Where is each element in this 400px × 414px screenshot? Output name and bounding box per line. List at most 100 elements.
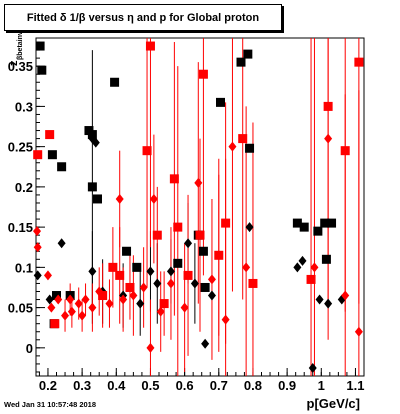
- x-tick-label: 1.1: [346, 378, 364, 393]
- data-point-diamond: [190, 278, 199, 289]
- data-point-square: [248, 278, 258, 288]
- data-point-square: [321, 254, 331, 264]
- data-point-diamond: [207, 274, 216, 285]
- x-tick-label: 0.3: [73, 378, 91, 393]
- data-point-square: [198, 246, 208, 256]
- data-markers: [33, 41, 364, 373]
- y-tick-label: 0.3: [15, 99, 33, 114]
- y-axis-sublabel: βbetainv: [17, 31, 24, 60]
- timestamp-footer: Wed Jan 31 10:57:48 2018: [4, 400, 97, 409]
- data-point-diamond: [95, 286, 104, 297]
- chart-title: Fitted δ 1/β versus η and p for Global p…: [4, 4, 282, 31]
- data-point-diamond: [54, 294, 63, 305]
- data-point-square: [299, 222, 309, 232]
- data-point-diamond: [67, 306, 76, 317]
- y-tick-label: 0.35: [8, 59, 33, 74]
- data-point-square: [173, 258, 183, 268]
- data-point-diamond: [156, 306, 165, 317]
- data-point-square: [183, 270, 193, 280]
- y-tick-label: 0.2: [15, 180, 33, 195]
- data-point-square: [238, 134, 248, 144]
- data-point-diamond: [310, 262, 319, 273]
- data-point-square: [132, 262, 142, 272]
- y-axis-ticks: 0 0.05 0.1 0.15 0.2 0.25 0.3 0.35: [8, 41, 45, 373]
- y-tick-label: 0.15: [8, 220, 33, 235]
- data-point-diamond: [45, 294, 54, 305]
- y-tick-label: 0.25: [8, 140, 33, 155]
- data-point-square: [122, 246, 132, 256]
- x-tick-label: 1: [318, 378, 325, 393]
- data-point-diamond: [146, 266, 155, 277]
- data-point-square: [340, 146, 350, 156]
- data-point-square: [313, 226, 323, 236]
- plot-frame: [35, 37, 365, 377]
- y-axis-label: z: [8, 60, 20, 67]
- x-tick-label: 0.4: [107, 378, 126, 393]
- x-tick-label: 0.8: [244, 378, 262, 393]
- data-point-diamond: [221, 314, 230, 325]
- data-point-square: [98, 291, 108, 301]
- data-point-diamond: [105, 298, 114, 309]
- data-point-square: [35, 41, 45, 51]
- data-point-diamond: [324, 298, 333, 309]
- data-point-square: [108, 262, 118, 272]
- x-axis-label: p[GeV/c]: [306, 396, 360, 411]
- data-point-square: [236, 57, 246, 67]
- data-point-diamond: [139, 282, 148, 293]
- data-point-diamond: [354, 326, 363, 337]
- data-point-diamond: [47, 302, 56, 313]
- data-point-diamond: [136, 298, 145, 309]
- data-point-square: [320, 218, 330, 228]
- data-point-square: [33, 150, 43, 160]
- x-tick-label: 0.2: [39, 378, 57, 393]
- data-point-square: [115, 270, 125, 280]
- data-point-diamond: [207, 290, 216, 301]
- data-point-diamond: [91, 137, 100, 148]
- data-point-square: [169, 174, 179, 184]
- y-tick-label: 0.05: [8, 301, 33, 316]
- data-point-diamond: [149, 193, 158, 204]
- error-bars: [64, 38, 360, 376]
- data-point-square: [245, 143, 255, 153]
- data-point-square: [216, 97, 225, 107]
- data-point-square: [327, 218, 337, 228]
- data-point-square: [93, 194, 102, 204]
- data-point-square: [37, 65, 47, 75]
- data-point-diamond: [146, 342, 155, 353]
- data-point-square: [145, 41, 155, 51]
- data-point-diamond: [119, 294, 128, 305]
- data-point-diamond: [166, 266, 175, 277]
- data-point-diamond: [88, 181, 97, 192]
- data-point-diamond: [341, 290, 350, 301]
- data-point-square: [306, 274, 316, 284]
- data-point-diamond: [166, 278, 175, 289]
- data-point-diamond: [33, 226, 42, 237]
- data-point-diamond: [115, 193, 124, 204]
- data-point-diamond: [315, 294, 324, 305]
- y-tick-label: 0: [26, 341, 33, 356]
- data-point-diamond: [214, 250, 223, 261]
- data-point-square: [173, 222, 183, 232]
- data-point-square: [52, 291, 61, 301]
- data-point-diamond: [184, 238, 193, 249]
- data-point-square: [50, 319, 60, 329]
- data-point-diamond: [298, 255, 307, 266]
- data-point-square: [47, 150, 57, 160]
- data-point-diamond: [242, 262, 251, 273]
- data-point-diamond: [88, 266, 97, 277]
- data-point-diamond: [81, 294, 90, 305]
- data-point-square: [243, 49, 253, 59]
- data-point-diamond: [88, 302, 97, 313]
- data-point-diamond: [66, 294, 75, 305]
- x-axis-ticks: 0.2 0.3 0.4 0.5 0.6 0.7 0.8 0.9 1 1.1: [38, 368, 364, 393]
- data-point-square: [57, 162, 67, 172]
- data-point-square: [200, 282, 210, 292]
- data-point-square: [195, 230, 205, 240]
- data-point-square: [125, 282, 135, 292]
- data-point-diamond: [57, 238, 66, 249]
- data-point-diamond: [33, 270, 42, 281]
- data-point-diamond: [61, 310, 70, 321]
- data-point-square: [110, 77, 120, 87]
- data-point-square: [159, 299, 169, 309]
